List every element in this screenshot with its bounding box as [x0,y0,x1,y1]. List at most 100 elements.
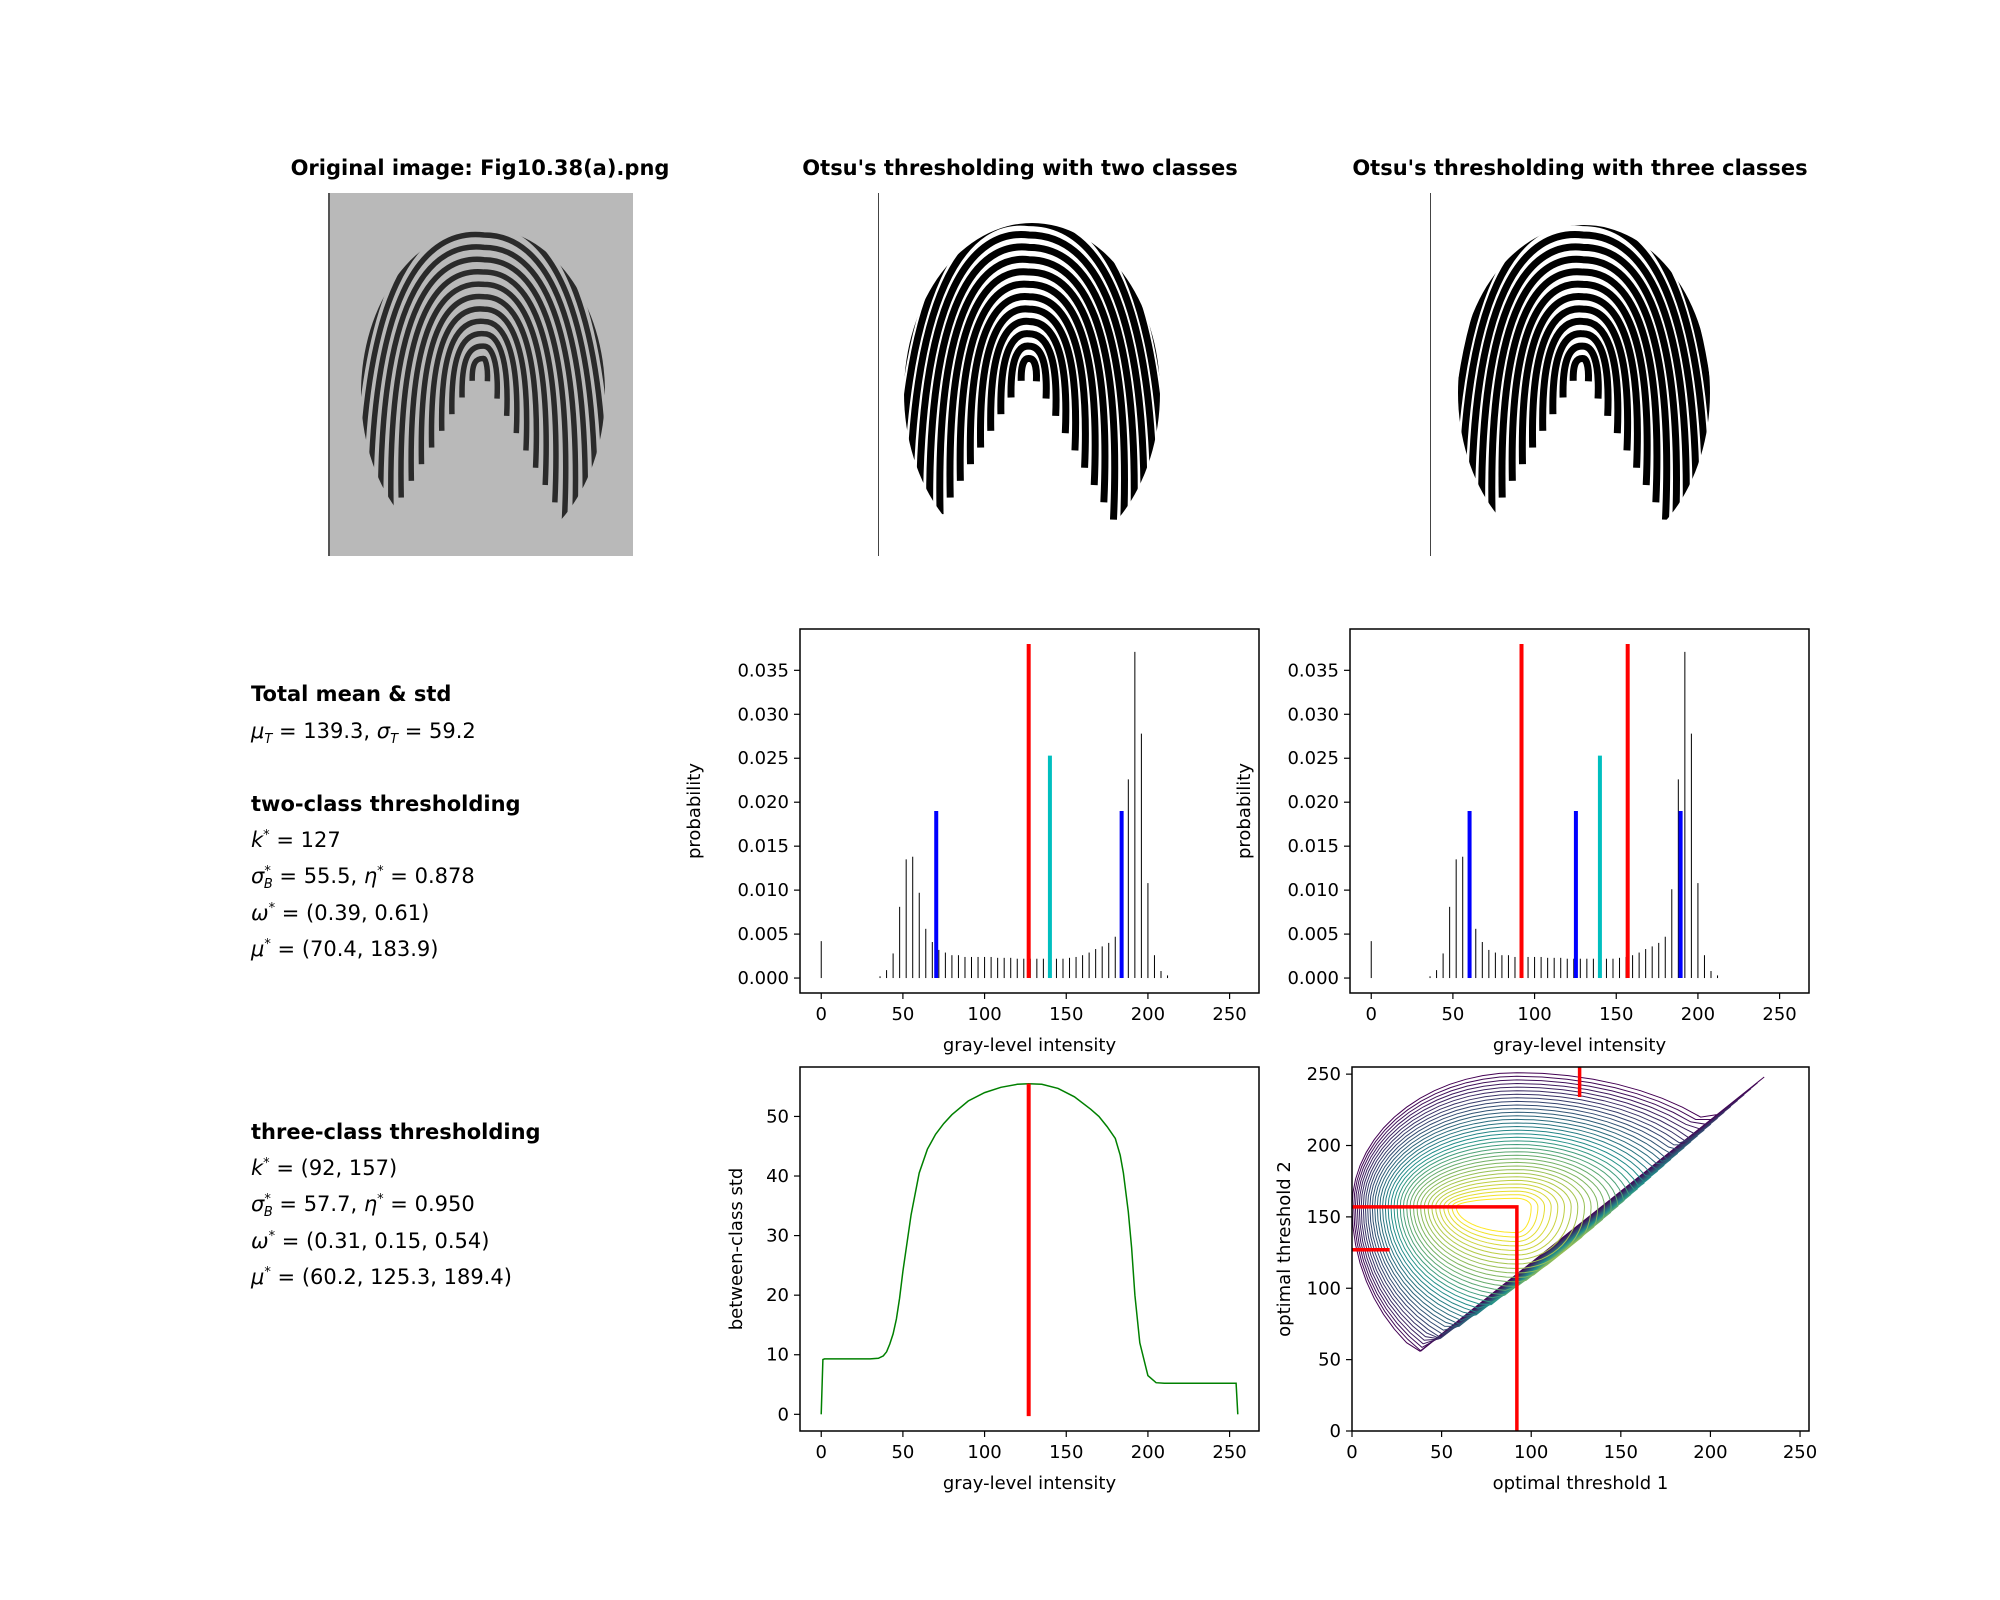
fingerprint-ridge [987,317,1070,434]
y-tick-label: 0 [778,1404,789,1425]
three-class-k: k* = (92, 157) [251,1156,398,1180]
three-class-sigma: σ*B = 57.7, η* = 0.950 [251,1192,475,1221]
fingerprint-ridge [398,268,559,503]
three-class-eta-value: 0.950 [414,1192,475,1216]
hist_three-axes: 0 50 100 150 200 250 0.000 0.005 0.010 0.015 0.020… [1234,643,1797,1056]
two-class-omega-value: (0.39, 0.61) [306,901,430,925]
fingerprint-ridge [469,355,491,382]
fingerprint-ridge [956,280,1099,486]
three-class-k-value: (92, 157) [300,1156,398,1180]
two-class-fingerprint-drawing [904,223,1160,556]
fingerprint-ridge [904,223,1158,556]
x-tick-label: 150 [1604,1442,1638,1463]
contour-level [1387,1129,1658,1313]
two-class-heading: two-class thresholding [251,792,521,816]
x-tick-label: 200 [1131,1442,1165,1463]
x-tick-label: 150 [1049,1442,1083,1463]
three-class-fingerprint-image [1430,193,1734,556]
fingerprint-ridge [966,293,1089,468]
y-tick-label: 0.030 [1287,704,1339,725]
fingerprint-ridge [1498,268,1661,503]
y-tick-label: 0.000 [737,968,789,989]
three-class-fingerprint-drawing [1458,225,1710,556]
fingerprint-ridge [936,255,1119,520]
fingerprint-ridge [977,305,1080,451]
three-class-omega: ω* = (0.31, 0.15, 0.54) [251,1229,490,1253]
fingerprint-ridge [997,330,1060,417]
y-tick-label: 0.035 [1287,660,1339,681]
x-tick-label: 250 [1212,1442,1246,1463]
fingerprint-ridge [1518,293,1641,468]
y-tick-label: 0.020 [737,792,789,813]
y-axis-label: probability [684,763,705,859]
two-class-k: k* = 127 [251,828,341,852]
fingerprint-ridge [449,331,510,417]
fingerprint-ridge [361,228,598,556]
fingerprint-ridge [367,231,589,555]
y-tick-label: 150 [1307,1207,1341,1228]
x-tick-label: 200 [1681,1004,1715,1025]
total-mean-values: μT = 139.3, σT = 59.2 [251,719,476,748]
y-axis-label: probability [1234,763,1255,859]
y-tick-label: 200 [1307,1136,1341,1157]
x-axis-label: gray-level intensity [1493,1035,1667,1056]
fingerprint-ridge [915,231,1138,555]
x-tick-label: 200 [1693,1442,1727,1463]
y-tick-label: 10 [766,1345,789,1366]
fingerprint-ridge [408,281,549,486]
fingerprint-ridge [1017,355,1041,382]
y-tick-label: 0.015 [1287,836,1339,857]
x-tick-label: 250 [1783,1442,1817,1463]
fingerprint-ridge [1569,355,1593,382]
fingerprint-ridge [1458,225,1710,556]
three_class_map-frame [1351,1066,1810,1432]
fingerprint-ridge [418,293,540,468]
x-tick-label: 50 [891,1442,914,1463]
contour-lines [1352,1072,1765,1352]
fingerprint-ridge [1478,243,1680,538]
y-tick-label: 0.005 [737,924,789,945]
y-tick-label: 40 [766,1166,789,1187]
y-tick-label: 100 [1307,1278,1341,1299]
x-tick-label: 50 [1441,1004,1464,1025]
original-fingerprint-drawing [361,228,605,556]
y-axis-label: between-class std [726,1168,747,1331]
y-tick-label: 20 [766,1285,789,1306]
contour-level [1354,1079,1752,1349]
contour-level [1443,1187,1552,1247]
contour-level [1455,1197,1532,1234]
x-tick-label: 100 [1517,1004,1551,1025]
original-fingerprint-image [328,193,633,556]
between_class-axes: 0 50 100 150 200 250 0 10 20 30 40 50 gray-level int… [726,1082,1247,1494]
fingerprint-ridge [1467,231,1690,555]
y-tick-label: 50 [766,1106,789,1127]
total-mean-heading: Total mean & std [251,682,452,706]
fingerprint-ridge [1539,317,1622,434]
x-tick-label: 150 [1599,1004,1633,1025]
fingerprint-ridge [946,268,1109,503]
x-tick-label: 50 [891,1004,914,1025]
y-tick-label: 0.020 [1287,792,1339,813]
y-tick-label: 50 [1318,1350,1341,1371]
three-class-sigma-value: 57.7 [303,1192,351,1216]
two-class-sigma: σ*B = 55.5, η* = 0.878 [251,864,475,893]
y-tick-label: 0.010 [1287,880,1339,901]
sigma-t-value: 59.2 [428,719,476,743]
two-class-omega: ω* = (0.39, 0.61) [251,901,430,925]
fingerprint-ridges-three-class [1458,225,1710,556]
fingerprint-ridge [1529,305,1632,451]
y-tick-label: 0.000 [1287,968,1339,989]
x-tick-label: 0 [1366,1004,1377,1025]
hist_two-frame [799,628,1260,994]
y-tick-label: 0.010 [737,880,789,901]
fingerprint-ridge [361,228,605,556]
x-tick-label: 200 [1131,1004,1165,1025]
mu-t-value: 139.3 [303,719,364,743]
two-class-fingerprint-image [878,193,1182,556]
fingerprint-ridge [926,243,1128,538]
three-class-image-title: Otsu's thresholding with three classes [1352,156,1808,180]
x-tick-label: 250 [1212,1004,1246,1025]
x-tick-label: 0 [816,1004,827,1025]
x-axis-label: gray-level intensity [943,1473,1117,1494]
